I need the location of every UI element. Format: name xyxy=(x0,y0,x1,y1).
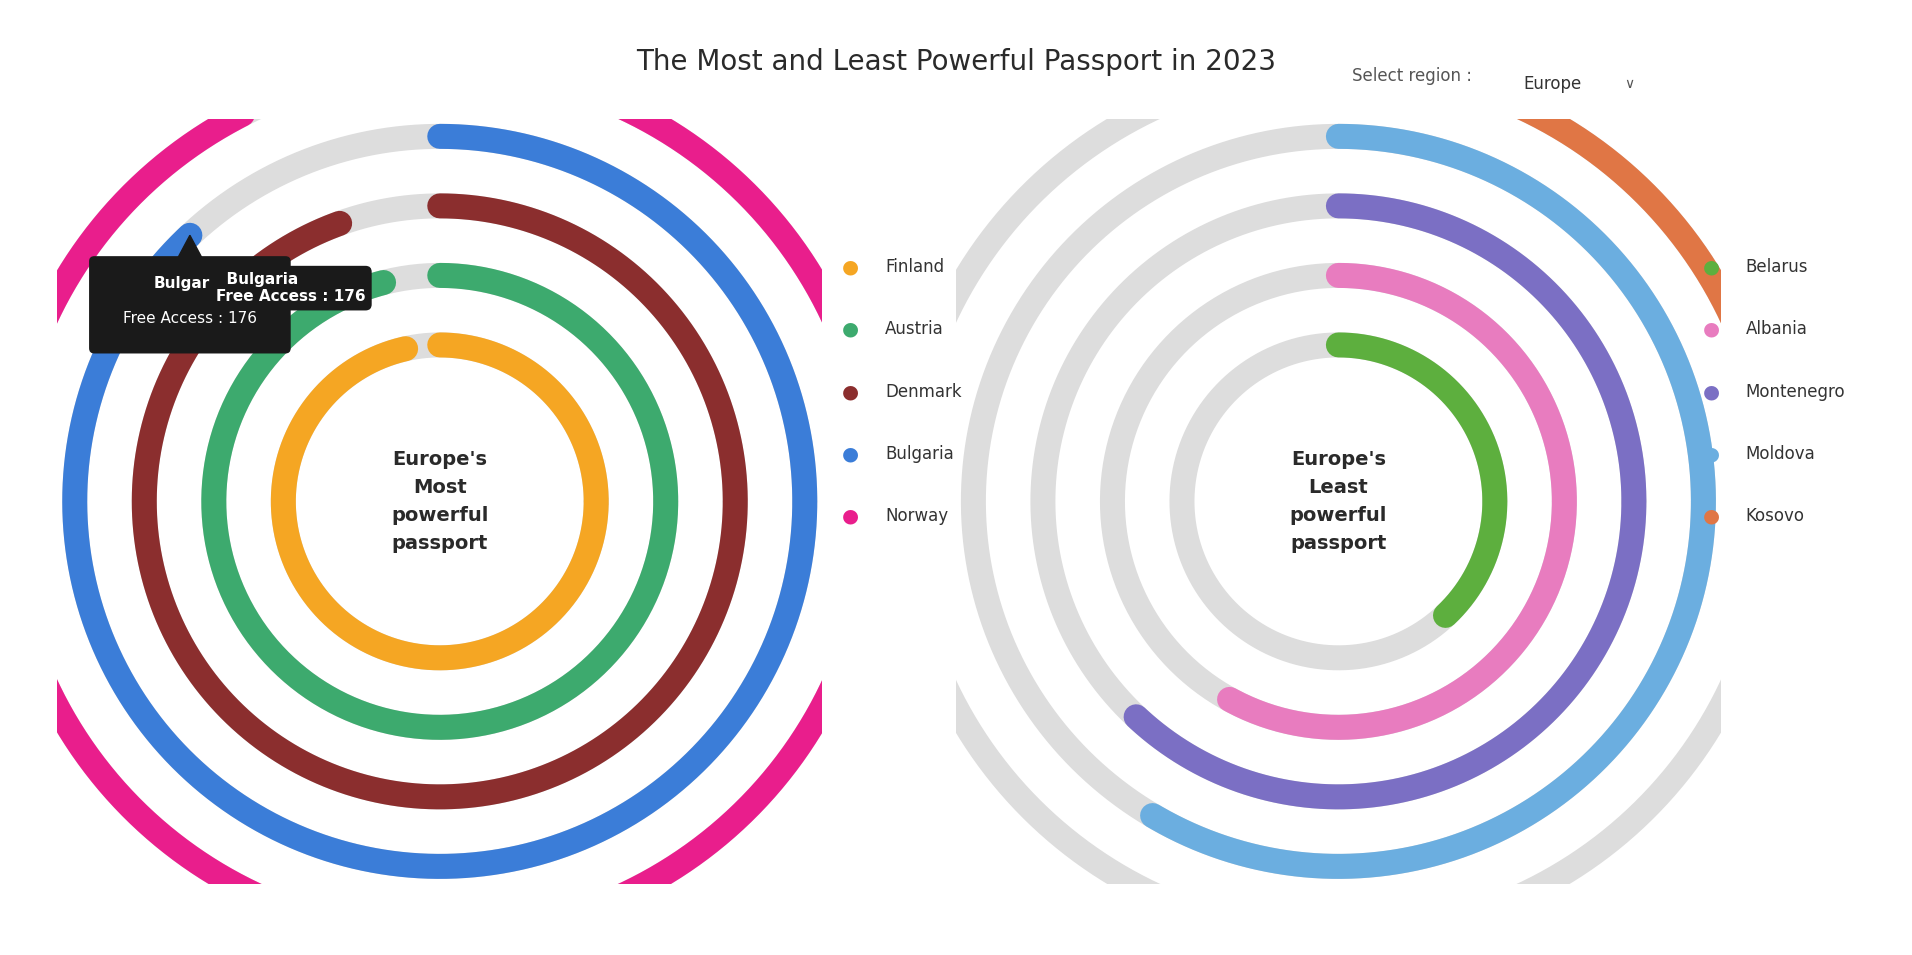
FancyBboxPatch shape xyxy=(90,256,291,353)
Text: ●: ● xyxy=(1704,444,1719,463)
Text: Austria: Austria xyxy=(885,321,945,338)
Text: ●: ● xyxy=(1704,258,1719,277)
Text: ●: ● xyxy=(843,382,858,401)
Text: Free Access : 176: Free Access : 176 xyxy=(122,311,256,327)
Text: ●: ● xyxy=(1704,382,1719,401)
Text: The Most and Least Powerful Passport in 2023: The Most and Least Powerful Passport in … xyxy=(637,48,1275,75)
Text: Europe's
Least
powerful
passport: Europe's Least powerful passport xyxy=(1291,450,1386,553)
Text: Select region :: Select region : xyxy=(1352,68,1472,85)
Text: Bulgaria
Free Access : 176: Bulgaria Free Access : 176 xyxy=(216,272,365,305)
Text: Finland: Finland xyxy=(885,259,945,276)
Polygon shape xyxy=(176,235,205,262)
Text: Kosovo: Kosovo xyxy=(1746,507,1805,524)
Text: ●: ● xyxy=(843,506,858,525)
Text: Albania: Albania xyxy=(1746,321,1807,338)
Text: Belarus: Belarus xyxy=(1746,259,1809,276)
Text: ●: ● xyxy=(843,258,858,277)
Text: Moldova: Moldova xyxy=(1746,445,1814,462)
Text: ●: ● xyxy=(843,444,858,463)
Text: Norway: Norway xyxy=(885,507,948,524)
Text: ●: ● xyxy=(1704,320,1719,339)
Text: Europe's
Most
powerful
passport: Europe's Most powerful passport xyxy=(392,450,488,553)
FancyBboxPatch shape xyxy=(1463,54,1673,113)
Text: Europe: Europe xyxy=(1524,74,1581,93)
Text: Montenegro: Montenegro xyxy=(1746,383,1845,400)
Text: Denmark: Denmark xyxy=(885,383,962,400)
Text: ●: ● xyxy=(1704,506,1719,525)
Text: Bulgaria: Bulgaria xyxy=(155,276,226,291)
Text: Bulgaria: Bulgaria xyxy=(885,445,954,462)
Text: ∨: ∨ xyxy=(1623,76,1635,91)
Text: ●: ● xyxy=(843,320,858,339)
